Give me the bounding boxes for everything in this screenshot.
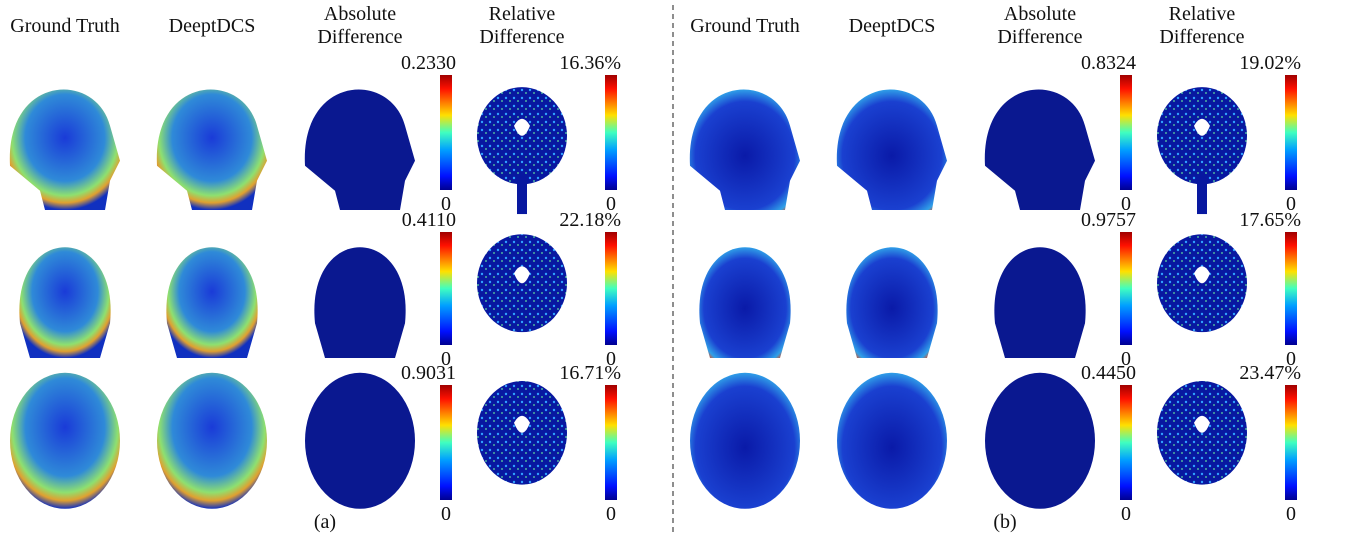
- colorbar-max-label: 0.4110: [402, 209, 456, 231]
- ground-truth-map: [699, 247, 790, 358]
- brain-stem: [1197, 176, 1207, 214]
- colorbar-max-label: 17.65%: [1239, 209, 1301, 231]
- colorbar-max-label: 23.47%: [1239, 362, 1301, 384]
- colorbar-max-label: 16.36%: [559, 52, 621, 74]
- colorbar-max-label: 16.71%: [559, 362, 621, 384]
- head-profile: [837, 90, 947, 210]
- colorbar-max-label: 0.4450: [1081, 362, 1136, 384]
- absolute-difference-map: [314, 247, 405, 358]
- ground-truth-map: [10, 373, 120, 509]
- colorbar-max-label: 0.9757: [1081, 209, 1136, 231]
- absolute-difference-map: [994, 247, 1085, 358]
- colorbar: [440, 385, 452, 500]
- colorbar-min-label: 0: [1121, 503, 1131, 525]
- head-profile: [157, 90, 267, 210]
- colorbar: [1120, 75, 1132, 190]
- prediction-map: [837, 373, 947, 509]
- absolute-difference-map: [305, 90, 415, 210]
- panel-label: (a): [314, 511, 336, 533]
- colorbar: [605, 232, 617, 345]
- head-axial: [305, 373, 415, 509]
- head-axial: [985, 373, 1095, 509]
- colorbar: [440, 75, 452, 190]
- head-coronal: [994, 247, 1085, 358]
- panel-label: (b): [993, 511, 1016, 533]
- column-header: Relative: [1169, 3, 1236, 25]
- ground-truth-map: [690, 90, 800, 210]
- absolute-difference-map: [985, 90, 1095, 210]
- prediction-map: [837, 90, 947, 210]
- colorbar: [1285, 232, 1297, 345]
- head-coronal: [699, 247, 790, 358]
- column-header: Absolute: [1004, 3, 1076, 25]
- colorbar-max-label: 0.2330: [401, 52, 456, 74]
- head-profile: [10, 90, 120, 210]
- column-header: Absolute: [324, 3, 396, 25]
- head-profile: [305, 90, 415, 210]
- ground-truth-map: [10, 90, 120, 210]
- head-profile: [985, 90, 1095, 210]
- colorbar-max-label: 19.02%: [1239, 52, 1301, 74]
- prediction-map: [157, 90, 267, 210]
- column-header: Difference: [997, 26, 1082, 48]
- prediction-map: [157, 373, 267, 509]
- column-header: DeeptDCS: [169, 15, 256, 37]
- column-header: Difference: [1159, 26, 1244, 48]
- colorbar-max-label: 0.8324: [1081, 52, 1136, 74]
- prediction-map: [166, 247, 257, 358]
- brain-stem: [517, 176, 527, 214]
- colorbar-min-label: 0: [606, 503, 616, 525]
- head-coronal: [166, 247, 257, 358]
- absolute-difference-map: [985, 373, 1095, 509]
- figure: Ground TruthDeeptDCSAbsoluteDifferenceRe…: [0, 0, 1353, 537]
- column-header: Difference: [317, 26, 402, 48]
- head-axial: [837, 373, 947, 509]
- colorbar: [605, 75, 617, 190]
- colorbar: [440, 232, 452, 345]
- head-coronal: [314, 247, 405, 358]
- colorbar: [605, 385, 617, 500]
- colorbar-min-label: 0: [1286, 503, 1296, 525]
- column-header: DeeptDCS: [849, 15, 936, 37]
- colorbar: [1285, 75, 1297, 190]
- ground-truth-map: [19, 247, 110, 358]
- column-header: Ground Truth: [10, 15, 119, 37]
- head-profile: [690, 90, 800, 210]
- column-header: Difference: [479, 26, 564, 48]
- colorbar: [1285, 385, 1297, 500]
- head-coronal: [19, 247, 110, 358]
- ground-truth-map: [690, 373, 800, 509]
- colorbar: [1120, 232, 1132, 345]
- head-coronal: [846, 247, 937, 358]
- prediction-map: [846, 247, 937, 358]
- column-header: Relative: [489, 3, 556, 25]
- colorbar-min-label: 0: [441, 503, 451, 525]
- head-axial: [10, 373, 120, 509]
- colorbar-max-label: 22.18%: [559, 209, 621, 231]
- head-axial: [157, 373, 267, 509]
- colorbar-max-label: 0.9031: [401, 362, 456, 384]
- column-header: Ground Truth: [690, 15, 799, 37]
- head-axial: [690, 373, 800, 509]
- colorbar: [1120, 385, 1132, 500]
- absolute-difference-map: [305, 373, 415, 509]
